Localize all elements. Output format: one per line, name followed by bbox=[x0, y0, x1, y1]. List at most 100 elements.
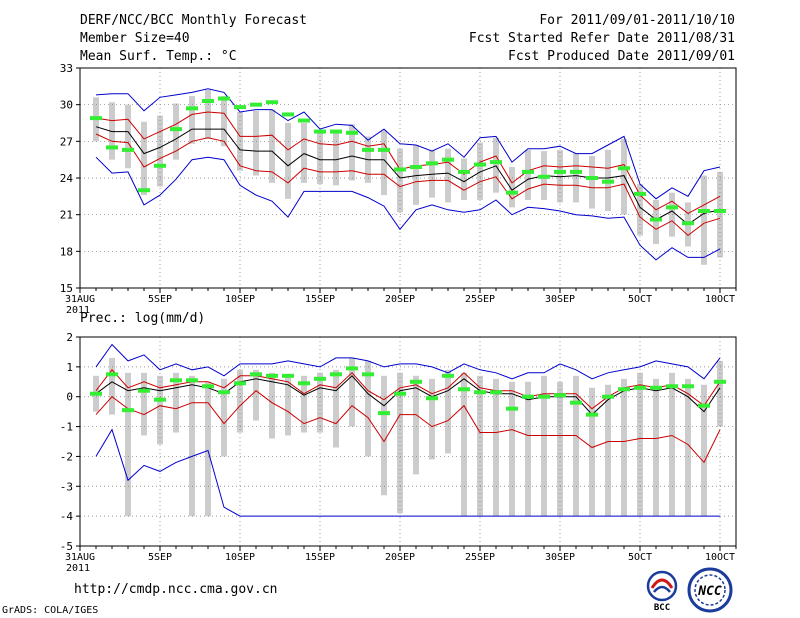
temp-y-tick-label: 33 bbox=[60, 62, 73, 75]
temp-member-range-bar bbox=[381, 130, 387, 196]
precip-member-range-bar bbox=[605, 384, 611, 517]
precip-x-tick-label: 5SEP bbox=[148, 552, 172, 563]
precip-y-tick-label: -2 bbox=[60, 450, 73, 463]
precip-marker bbox=[410, 379, 422, 384]
temp-marker bbox=[218, 96, 230, 101]
precip-member-range-bar bbox=[381, 375, 387, 496]
temp-marker bbox=[458, 169, 470, 174]
precip-member-range-bar bbox=[493, 378, 499, 517]
temp-y-tick-label: 24 bbox=[60, 172, 74, 185]
temp-marker bbox=[186, 106, 198, 111]
precip-member-range-bar bbox=[333, 369, 339, 448]
precip-member-range-bar bbox=[109, 357, 115, 415]
temp-marker bbox=[394, 167, 406, 172]
temp-member-range-bar bbox=[701, 175, 707, 265]
precip-line-spread-upper bbox=[95, 369, 721, 410]
precip-marker bbox=[714, 379, 726, 384]
temp-member-range-bar bbox=[445, 148, 451, 203]
chart-title: DERF/NCC/BCC Monthly Forecast bbox=[80, 13, 307, 28]
precip-member-range-bar bbox=[509, 381, 515, 517]
precip-marker bbox=[378, 411, 390, 416]
precip-member-range-bar bbox=[317, 372, 323, 433]
temp-marker bbox=[506, 190, 518, 195]
precip-marker bbox=[618, 387, 630, 392]
temp-x-tick-label: 5SEP bbox=[148, 294, 172, 305]
precip-marker bbox=[570, 400, 582, 405]
temp-marker bbox=[170, 127, 182, 132]
temp-x-tick-label: 30SEP bbox=[545, 294, 575, 305]
temp-marker bbox=[698, 209, 710, 213]
precip-marker bbox=[474, 390, 486, 395]
temp-member-range-bar bbox=[141, 121, 147, 196]
precip-marker bbox=[154, 397, 166, 402]
precip-x-tick-label: 25SEP bbox=[465, 552, 495, 563]
temp-marker bbox=[106, 145, 118, 150]
temp-member-range-bar bbox=[269, 109, 275, 183]
precip-member-range-bar bbox=[669, 372, 675, 517]
temp-line-envelope-min bbox=[95, 156, 721, 261]
precip-marker bbox=[282, 373, 294, 378]
precip-marker bbox=[442, 373, 454, 378]
temp-line-ensemble-mean bbox=[95, 126, 721, 226]
temp-marker bbox=[682, 221, 694, 226]
temp-marker bbox=[330, 129, 342, 134]
temp-marker bbox=[234, 105, 246, 110]
temp-x-tick-label: 31AUG bbox=[65, 294, 95, 305]
footer-url[interactable]: http://cmdp.ncc.cma.gov.cn bbox=[74, 582, 278, 597]
temp-marker bbox=[154, 163, 166, 168]
precip-x-tick-label: 30SEP bbox=[545, 552, 575, 563]
temp-marker bbox=[474, 162, 486, 167]
precip-marker bbox=[266, 373, 278, 378]
precip-x-tick-label: 20SEP bbox=[385, 552, 415, 563]
precip-marker bbox=[490, 390, 502, 395]
precip-member-range-bar bbox=[125, 372, 131, 517]
forecast-period: For 2011/09/01-2011/10/10 bbox=[539, 13, 735, 28]
bcc-logo-text: BCC bbox=[654, 603, 670, 612]
precip-marker bbox=[330, 372, 342, 377]
precip-marker bbox=[250, 372, 262, 377]
temp-member-range-bar bbox=[509, 167, 515, 208]
precip-line-spread-lower bbox=[95, 390, 721, 464]
temp-marker bbox=[426, 161, 438, 166]
precip-member-range-bar bbox=[285, 375, 291, 436]
temp-marker bbox=[250, 102, 262, 107]
temp-y-tick-label: 21 bbox=[60, 209, 73, 222]
temp-marker bbox=[538, 174, 550, 179]
precip-x-tick-label: 31AUG bbox=[65, 552, 95, 563]
temp-member-range-bar bbox=[637, 184, 643, 236]
precip-y-tick-label: 1 bbox=[66, 361, 73, 374]
precip-marker bbox=[554, 393, 566, 398]
precip-member-range-bar bbox=[541, 375, 547, 517]
precip-member-range-bar bbox=[429, 378, 435, 460]
member-size: Member Size=40 bbox=[80, 31, 190, 46]
temp-x-tick-year: 2011 bbox=[66, 305, 90, 316]
precip-member-range-bar bbox=[349, 357, 355, 427]
temp-marker bbox=[586, 176, 598, 180]
precip-member-range-bar bbox=[301, 375, 307, 433]
temp-member-range-bar bbox=[493, 137, 499, 193]
temp-member-range-bar bbox=[525, 149, 531, 200]
temp-x-tick-label: 20SEP bbox=[385, 294, 415, 305]
precip-member-range-bar bbox=[205, 381, 211, 517]
forecast-start-date: Fcst Started Refer Date 2011/08/31 bbox=[468, 31, 735, 46]
precip-marker bbox=[682, 384, 694, 389]
precip-member-range-bar bbox=[701, 384, 707, 517]
precip-panel-label: Prec.: log(mm/d) bbox=[80, 311, 206, 326]
precip-x-tick-label: 5OCT bbox=[628, 552, 652, 563]
precip-marker bbox=[90, 391, 102, 396]
temp-marker bbox=[410, 165, 422, 169]
precip-line-envelope-min bbox=[95, 428, 720, 517]
precip-y-tick-label: 2 bbox=[66, 331, 73, 344]
temp-member-range-bar bbox=[221, 96, 227, 147]
temp-marker bbox=[138, 188, 150, 193]
precip-marker bbox=[170, 378, 182, 383]
precip-member-range-bar bbox=[173, 372, 179, 433]
temp-marker bbox=[650, 217, 662, 222]
precip-y-tick-label: -1 bbox=[60, 421, 73, 434]
precip-marker bbox=[202, 384, 214, 389]
precip-marker bbox=[122, 408, 134, 413]
precip-marker bbox=[522, 394, 534, 399]
temp-member-range-bar bbox=[477, 142, 483, 200]
precip-marker bbox=[458, 387, 470, 392]
